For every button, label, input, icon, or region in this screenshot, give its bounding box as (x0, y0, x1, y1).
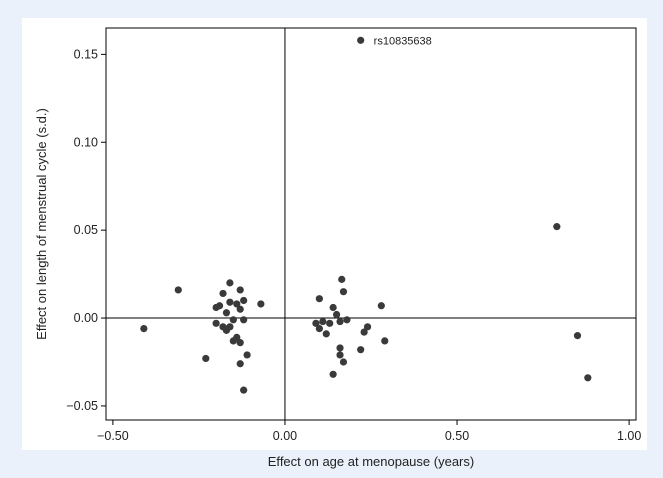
data-point (332, 310, 341, 319)
data-point (377, 302, 385, 310)
data-point (240, 316, 248, 324)
data-point (257, 300, 265, 308)
y-tick-label: 0.10 (74, 135, 98, 149)
data-point (319, 317, 327, 326)
data-point (236, 360, 244, 368)
data-point (212, 319, 220, 327)
data-point (226, 279, 234, 287)
data-point (312, 319, 320, 327)
y-tick-label: 0.05 (74, 223, 98, 237)
data-point (240, 386, 248, 394)
data-point (326, 319, 334, 327)
data-point (233, 300, 241, 308)
data-point (226, 323, 234, 331)
data-point (322, 330, 330, 338)
data-point (336, 317, 344, 326)
data-point (236, 305, 244, 313)
reference-lines (106, 28, 636, 420)
data-point (573, 332, 582, 340)
data-point (357, 36, 365, 44)
plot-area (105, 27, 637, 421)
y-tick-label: 0.15 (74, 47, 98, 61)
data-point (553, 223, 561, 231)
data-point (202, 354, 210, 363)
data-point (226, 298, 234, 306)
data-point (243, 351, 251, 359)
data-point (584, 374, 592, 382)
data-point (338, 275, 346, 283)
data-point (343, 316, 351, 324)
data-point (357, 346, 365, 354)
y-tick-label: 0.00 (74, 311, 98, 325)
x-tick-label: −0.50 (97, 429, 129, 443)
data-point (315, 295, 323, 303)
point-annotation: rs10835638 (374, 35, 432, 47)
data-point (236, 339, 244, 347)
x-tick-label: 0.50 (445, 429, 469, 443)
data-point (215, 302, 224, 310)
x-axis-label: Effect on age at menopause (years) (268, 454, 474, 469)
data-point (336, 351, 344, 359)
data-point (140, 324, 148, 333)
data-point (360, 328, 368, 336)
data-point (219, 289, 227, 298)
data-point (240, 296, 248, 305)
data-points (140, 36, 592, 394)
data-point (315, 324, 323, 333)
x-axis-ticks: −0.50 0.00 0.50 1.00 (97, 420, 641, 443)
data-point (229, 316, 237, 324)
data-point (233, 333, 241, 341)
x-tick-label: 0.00 (273, 429, 297, 443)
data-point (222, 309, 231, 317)
x-tick-label: 1.00 (617, 429, 641, 443)
data-point (329, 303, 337, 312)
data-point (339, 358, 348, 366)
data-point (339, 288, 348, 296)
y-tick-label: −0.05 (66, 399, 98, 413)
data-point (381, 337, 389, 345)
data-point (236, 286, 244, 294)
annotations: rs10835638 (374, 35, 432, 47)
y-axis-label: Effect on length of menstrual cycle (s.d… (34, 108, 49, 340)
data-point (174, 286, 182, 294)
data-point (336, 344, 344, 352)
y-axis-ticks: −0.05 0.00 0.05 0.10 0.15 (66, 47, 106, 413)
data-point (363, 323, 372, 331)
data-point (329, 370, 337, 378)
